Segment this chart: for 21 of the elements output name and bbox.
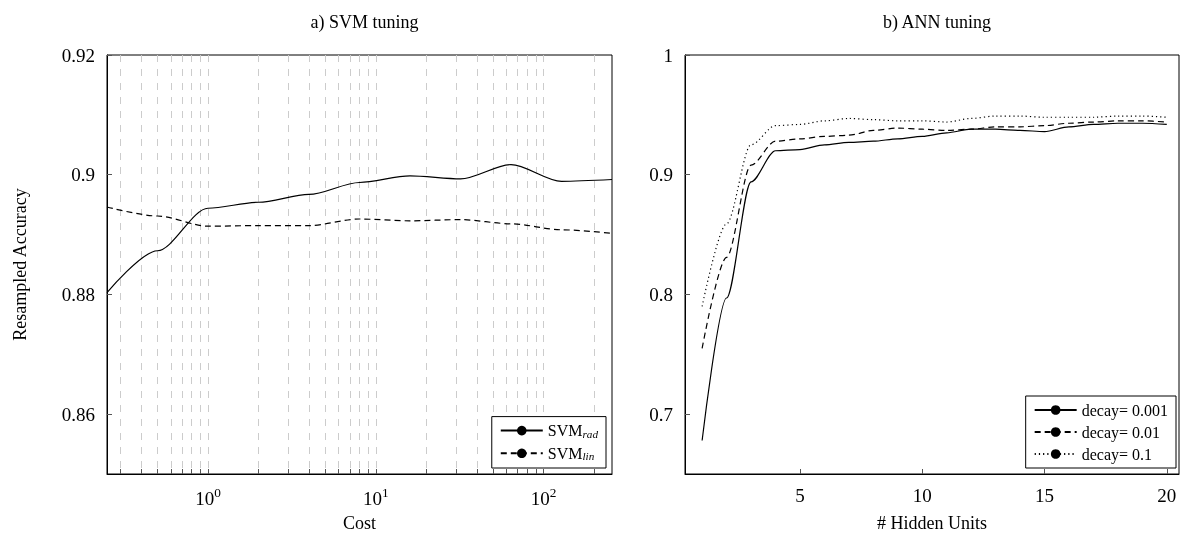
legend-label: decay= 0.1 [1081,445,1152,464]
y-axis-title: Resampled Accuracy [10,188,30,341]
x-tick-label: 5 [795,485,805,506]
y-tick-label: 1 [663,44,673,66]
line-series [701,115,1168,307]
y-tick-label: 0.88 [61,283,95,305]
x-tick-label: 20 [1157,485,1177,506]
x-tick-label: 10 [912,485,932,506]
x-axis-title: Cost [342,513,377,533]
y-tick-label: 0.86 [61,403,95,425]
y-tick-label: 0.9 [649,164,673,186]
y-tick-label: 0.9 [71,164,95,186]
y-tick-label: 0.92 [61,44,95,66]
chart-title: b) ANN tuning [883,12,991,33]
x-axis-title: # Hidden Units [877,513,987,533]
y-tick-label: 0.8 [649,283,673,305]
legend-label: decay= 0.01 [1081,423,1160,442]
chart-title: a) SVM tuning [310,12,419,33]
legend-label: decay= 0.001 [1081,401,1168,420]
y-tick-label: 0.7 [649,403,673,425]
x-tick-label: 15 [1034,485,1054,506]
